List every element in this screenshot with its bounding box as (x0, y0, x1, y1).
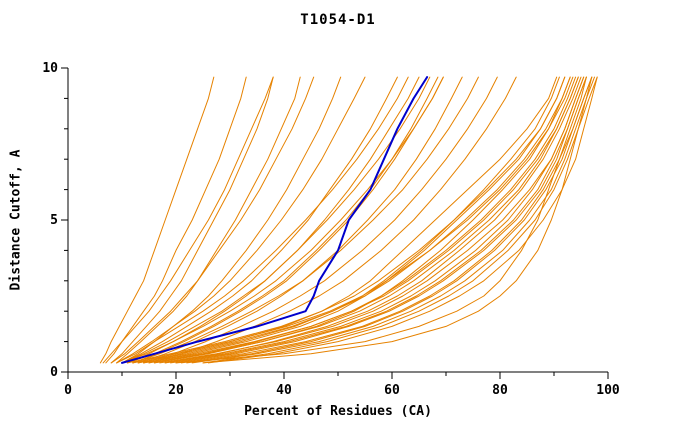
model-curve (180, 76, 593, 364)
model-curve (202, 76, 593, 364)
x-tick-label: 20 (168, 383, 184, 398)
y-tick-label: 5 (50, 213, 58, 228)
model-curve (126, 76, 439, 364)
x-tick-label: 80 (492, 383, 508, 398)
y-tick-label: 10 (42, 61, 58, 76)
x-tick-label: 40 (276, 383, 292, 398)
model-curve (137, 76, 571, 364)
model-curve (99, 76, 215, 364)
x-tick-label: 100 (596, 383, 620, 398)
x-tick-label: 60 (384, 383, 400, 398)
model-curve (116, 76, 366, 364)
model-curve (126, 76, 566, 364)
model-curve (137, 76, 463, 364)
x-tick-label: 0 (64, 383, 72, 398)
y-tick-label: 0 (50, 365, 58, 380)
model-curve (207, 76, 598, 364)
highlighted-model-curve (121, 76, 429, 364)
model-curve (137, 76, 560, 364)
model-curve (110, 76, 315, 364)
model-curve (116, 76, 301, 364)
model-curve (175, 76, 587, 364)
chart-title: T1054-D1 (300, 12, 376, 28)
model-curve (143, 76, 498, 364)
model-curve (110, 76, 274, 364)
model-curve (121, 76, 431, 364)
x-axis-label: Percent of Residues (CA) (244, 404, 432, 419)
model-curve (148, 76, 517, 364)
model-curve (148, 76, 577, 364)
model-curve (121, 76, 444, 364)
model-curve (170, 76, 587, 364)
model-curve (102, 76, 274, 364)
model-curve (132, 76, 479, 364)
model-curve (191, 76, 595, 364)
model-curve (116, 76, 409, 364)
model-curve (143, 76, 579, 364)
model-curve (121, 76, 398, 364)
model-curve (164, 76, 582, 364)
model-curve (164, 76, 585, 364)
model-curve (132, 76, 574, 364)
